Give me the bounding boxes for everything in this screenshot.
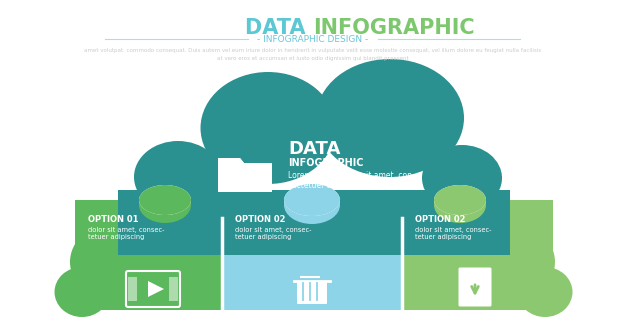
Polygon shape: [222, 200, 402, 310]
Ellipse shape: [284, 186, 340, 224]
Text: OPTION 02: OPTION 02: [415, 215, 466, 224]
FancyBboxPatch shape: [458, 268, 491, 306]
FancyBboxPatch shape: [297, 282, 327, 304]
Ellipse shape: [316, 59, 464, 177]
Polygon shape: [240, 200, 385, 218]
Polygon shape: [118, 190, 510, 255]
Ellipse shape: [518, 267, 573, 317]
Polygon shape: [118, 200, 240, 218]
Text: dolor sit amet, consec-
tetuer adipiscing: dolor sit amet, consec- tetuer adipiscin…: [88, 227, 165, 240]
Ellipse shape: [434, 185, 486, 215]
Ellipse shape: [139, 187, 191, 223]
Text: OPTION 02: OPTION 02: [235, 215, 285, 224]
Ellipse shape: [139, 185, 191, 215]
Ellipse shape: [200, 72, 336, 184]
Ellipse shape: [284, 184, 340, 216]
Ellipse shape: [422, 145, 502, 211]
Ellipse shape: [134, 141, 222, 213]
Text: amet volutpat. commodo consequat. Duis autem vel eum iriure dolor in hendrerit i: amet volutpat. commodo consequat. Duis a…: [85, 48, 541, 53]
Polygon shape: [169, 277, 178, 301]
Ellipse shape: [434, 185, 486, 215]
Text: - INFOGRAPHIC DESIGN -: - INFOGRAPHIC DESIGN -: [257, 35, 369, 44]
Text: OPTION 01: OPTION 01: [88, 215, 138, 224]
Polygon shape: [128, 277, 137, 301]
Ellipse shape: [284, 184, 340, 216]
Text: Lorem ipsum dolor sit amet, con-
sectetuer adipiscing elit, sed diam: Lorem ipsum dolor sit amet, con- sectetu…: [288, 171, 421, 190]
Polygon shape: [148, 281, 164, 297]
Text: dolor sit amet, consec-
tetuer adipiscing: dolor sit amet, consec- tetuer adipiscin…: [415, 227, 491, 240]
Text: dolor sit amet, consec-
tetuer adipiscing: dolor sit amet, consec- tetuer adipiscin…: [235, 227, 312, 240]
Ellipse shape: [70, 223, 160, 301]
Polygon shape: [218, 158, 244, 163]
Text: INFOGRAPHIC: INFOGRAPHIC: [313, 18, 475, 38]
Polygon shape: [385, 200, 510, 218]
Text: INFOGRAPHIC: INFOGRAPHIC: [288, 158, 364, 168]
Text: DATA: DATA: [288, 140, 341, 158]
Ellipse shape: [139, 185, 191, 215]
Text: at vero eros et accumsan et iusto odio dignissim qui blandit praesent: at vero eros et accumsan et iusto odio d…: [217, 56, 409, 61]
Polygon shape: [402, 200, 553, 310]
Text: DATA: DATA: [245, 18, 313, 38]
Polygon shape: [75, 200, 222, 310]
Ellipse shape: [465, 223, 555, 301]
Ellipse shape: [434, 187, 486, 223]
Polygon shape: [218, 158, 272, 192]
Ellipse shape: [54, 267, 110, 317]
